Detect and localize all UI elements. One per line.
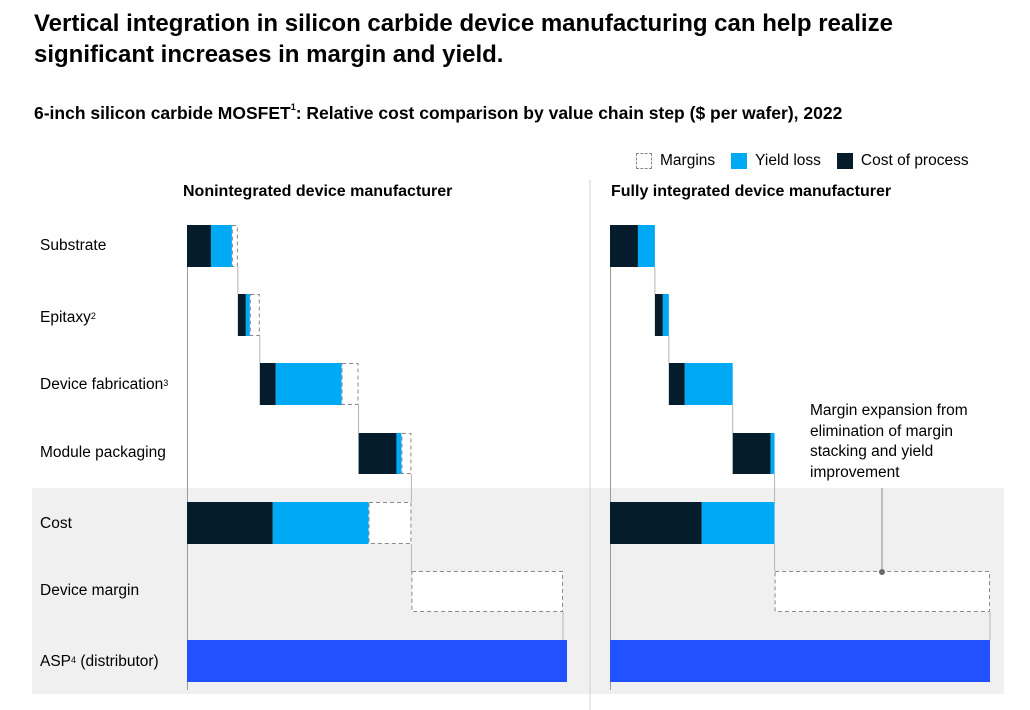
bar-integrated-cost-cost-of-process [610,502,702,544]
legend-item-cost-of-process: Cost of process [836,152,969,170]
bar-nonintegrated-device-fabrication-margins [341,363,359,405]
legend-item-yield-loss: Yield loss [731,152,821,170]
bar-integrated-substrate-yield-loss [637,225,655,267]
bar-integrated-epitaxy-yield-loss [662,294,669,336]
bar-nonintegrated-substrate-yield-loss [210,225,232,267]
chart-subtitle: 6-inch silicon carbide MOSFET1: Relative… [34,102,843,123]
bar-integrated-device-margin [774,571,991,612]
legend-label-yield-loss: Yield loss [755,152,821,169]
row-label-module-packaging: Module packaging [40,444,166,461]
bar-nonintegrated-substrate-margins [231,225,238,267]
annotation-pointer-dot [879,569,885,575]
bar-integrated-module-packaging-yield-loss [770,433,775,474]
panel-nonintegrated-chart [187,225,567,690]
bar-integrated-module-packaging-cost-of-process [732,433,771,474]
panel-integrated-chart [610,225,991,690]
bar-nonintegrated-epitaxy-margins [249,294,260,336]
legend-swatch-cost-of-process [836,153,853,169]
footnote-marker: 3 [163,378,169,388]
bar-nonintegrated-device-fabrication-cost-of-process [259,363,276,405]
bar-integrated-substrate-cost-of-process [610,225,638,267]
bar-integrated-device-fabrication-yield-loss [684,363,733,405]
row-label-cost: Cost [40,515,72,532]
row-label-device-fabrication: Device fabrication3 [40,376,169,393]
bar-nonintegrated-device-fabrication-yield-loss [275,363,342,405]
footnote-marker: 1 [290,102,296,112]
bar-nonintegrated-cost-cost-of-process [187,502,273,544]
bar-integrated-asp [610,640,990,682]
legend-swatch-margins [636,153,652,169]
row-label-device-margin: Device margin [40,582,140,599]
row-label-epitaxy: Epitaxy2 [40,309,96,326]
bar-nonintegrated-cost-yield-loss [272,502,369,544]
bar-integrated-cost-yield-loss [701,502,775,544]
bar-nonintegrated-module-packaging-yield-loss [396,433,402,474]
legend-item-margins: Margins [636,152,715,170]
bar-nonintegrated-asp [187,640,567,682]
bar-nonintegrated-epitaxy-yield-loss [245,294,250,336]
row-label-substrate: Substrate [40,237,107,254]
bar-nonintegrated-module-packaging-margins [401,433,412,474]
panel-title-nonintegrated: Nonintegrated device manufacturer [183,183,453,200]
legend-label-cost-of-process: Cost of process [860,152,969,169]
bar-integrated-device-fabrication-cost-of-process [668,363,685,405]
legend: Margins Yield loss Cost of process [636,152,969,170]
chart-title: Vertical integration in silicon carbide … [34,10,893,68]
legend-swatch-yield-loss [731,153,748,169]
row-label-asp: ASP4 (distributor) [40,653,159,670]
bar-nonintegrated-module-packaging-cost-of-process [358,433,397,474]
footnote-marker: 2 [90,311,96,321]
bar-nonintegrated-epitaxy-cost-of-process [237,294,246,336]
bar-nonintegrated-cost-margins [368,502,412,544]
legend-label-margins: Margins [660,152,716,169]
bar-nonintegrated-device-margin [411,571,564,612]
footnote-marker: 4 [71,655,77,665]
annotation-margin-expansion: Margin expansion from elimination of mar… [810,402,968,481]
bar-nonintegrated-substrate-cost-of-process [187,225,211,267]
panel-title-integrated: Fully integrated device manufacturer [611,183,892,200]
bar-integrated-epitaxy-cost-of-process [654,294,663,336]
